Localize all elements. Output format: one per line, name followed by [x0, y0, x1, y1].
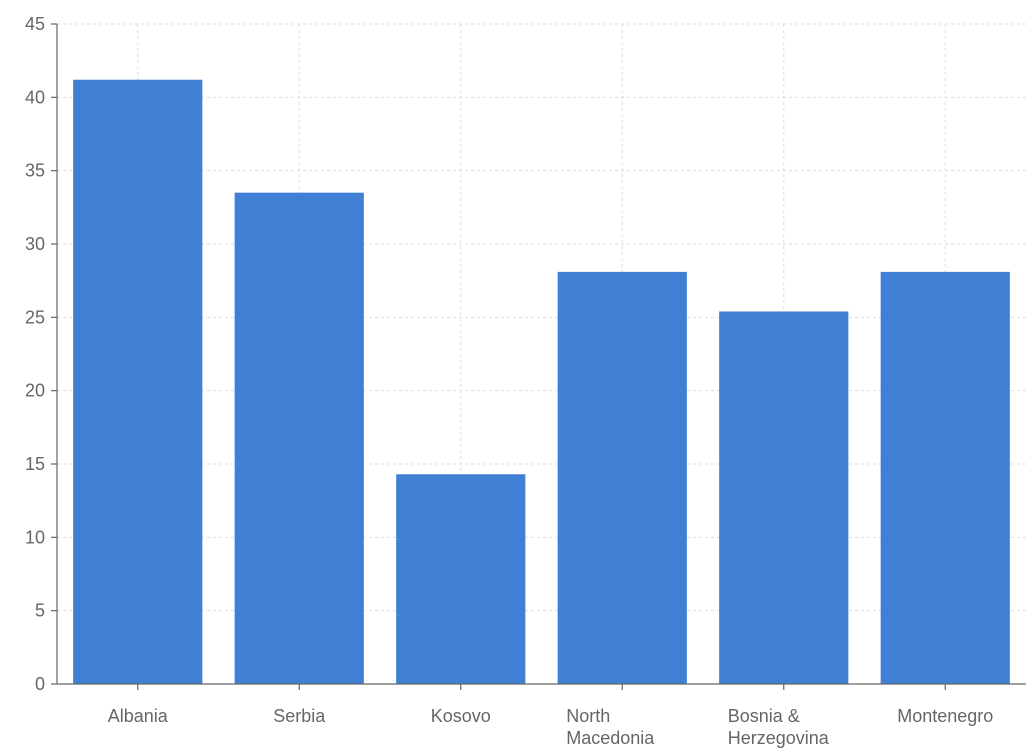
labels-layer: 0 5 10 15 20 25 30 35 40 45 Albania Serbia Kosovo Nor… — [25, 14, 993, 748]
y-tick-label: 35 — [25, 161, 45, 181]
x-tick-label: Montenegro — [897, 706, 993, 726]
y-tick-label: 0 — [35, 674, 45, 694]
x-tick-label: Kosovo — [431, 706, 491, 726]
y-tick-label: 20 — [25, 381, 45, 401]
x-tick-label: Serbia — [273, 706, 326, 726]
bars-layer — [73, 79, 1010, 684]
bar-serbia[interactable] — [234, 192, 364, 684]
axis-layer — [51, 23, 1026, 690]
x-tick-label-line: Kosovo — [431, 706, 491, 726]
x-tick-label-line: North — [566, 706, 610, 726]
bar-bosnia-herzegovina[interactable] — [719, 311, 849, 684]
y-tick-label: 10 — [25, 527, 45, 547]
y-tick-label: 5 — [35, 601, 45, 621]
x-tick-label-line: Serbia — [273, 706, 326, 726]
bar-north-macedonia[interactable] — [557, 271, 687, 684]
bar-kosovo[interactable] — [396, 474, 526, 684]
x-tick-label: Bosnia & Herzegovina — [728, 706, 830, 748]
x-tick-label-line: Bosnia & — [728, 706, 800, 726]
bar-albania[interactable] — [73, 79, 203, 684]
x-tick-label: Albania — [108, 706, 169, 726]
x-tick-label-line: Macedonia — [566, 728, 655, 748]
y-tick-label: 30 — [25, 234, 45, 254]
bar-montenegro[interactable] — [880, 271, 1010, 684]
y-tick-label: 45 — [25, 14, 45, 34]
y-tick-label: 40 — [25, 87, 45, 107]
y-tick-label: 15 — [25, 454, 45, 474]
x-tick-label-line: Montenegro — [897, 706, 993, 726]
x-tick-label-line: Herzegovina — [728, 728, 830, 748]
x-tick-label-line: Albania — [108, 706, 169, 726]
y-tick-label: 25 — [25, 307, 45, 327]
x-tick-label: North Macedonia — [566, 706, 655, 748]
